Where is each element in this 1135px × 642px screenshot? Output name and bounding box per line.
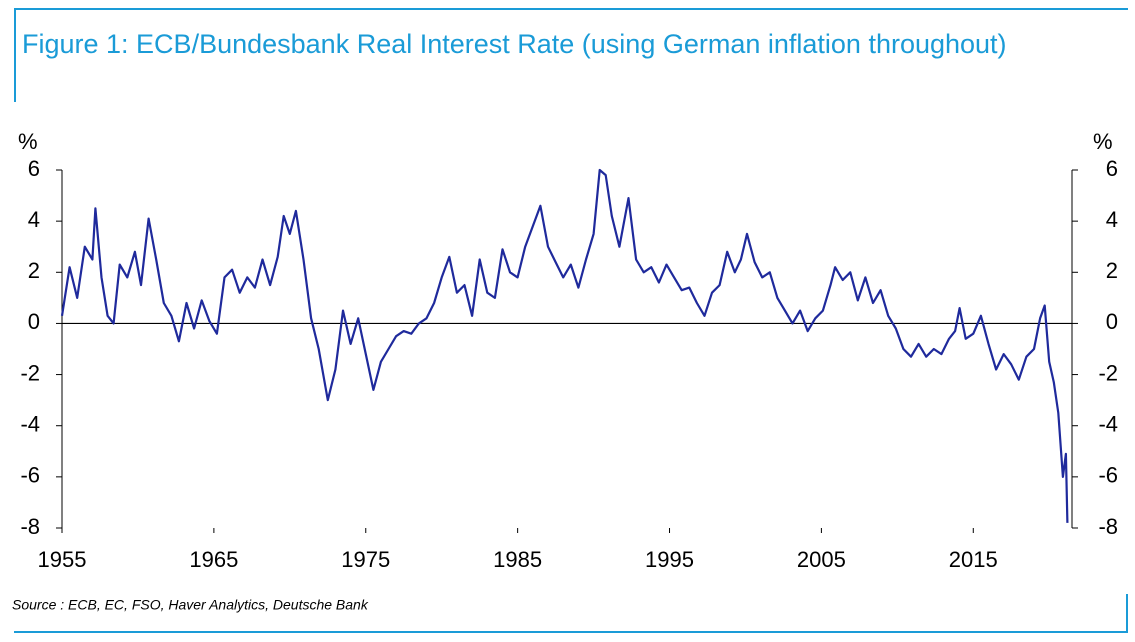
y-tick-label: -4 xyxy=(20,412,40,437)
source: Source : ECB, EC, FSO, Haver Analytics, … xyxy=(12,597,369,613)
y2-tick-label: -6 xyxy=(1098,463,1118,488)
y-tick-label: 2 xyxy=(28,258,40,283)
frame-right xyxy=(1126,594,1128,633)
chart-title: Figure 1: ECB/Bundesbank Real Interest R… xyxy=(22,29,1007,59)
x-tick-label: 1985 xyxy=(493,547,542,572)
y-unit: % xyxy=(18,129,38,154)
frame-top xyxy=(14,8,1128,10)
y2-tick-label: -8 xyxy=(1098,514,1118,539)
y-tick-label: -8 xyxy=(20,514,40,539)
y-tick-label: 4 xyxy=(28,207,40,232)
y-tick-label: 0 xyxy=(28,309,40,334)
x-tick-label: 2005 xyxy=(797,547,846,572)
y2-tick-label: -2 xyxy=(1098,360,1118,385)
y2-tick-label: 0 xyxy=(1106,309,1118,334)
x-tick-label: 1975 xyxy=(341,547,390,572)
y2-tick-label: 2 xyxy=(1106,258,1118,283)
y-tick-label: -6 xyxy=(20,463,40,488)
x-tick-label: 2015 xyxy=(949,547,998,572)
frame-left xyxy=(14,8,16,102)
x-tick-label: 1965 xyxy=(189,547,238,572)
x-tick-label: 1955 xyxy=(38,547,87,572)
y2-tick-label: -4 xyxy=(1098,412,1118,437)
y-tick-label: 6 xyxy=(28,156,40,181)
y2-unit: % xyxy=(1093,129,1113,154)
y-tick-label: -2 xyxy=(20,360,40,385)
y2-tick-label: 6 xyxy=(1106,156,1118,181)
frame-bottom xyxy=(14,631,1128,633)
data-line xyxy=(60,168,1069,523)
x-tick-label: 1995 xyxy=(645,547,694,572)
y2-tick-label: 4 xyxy=(1106,207,1118,232)
